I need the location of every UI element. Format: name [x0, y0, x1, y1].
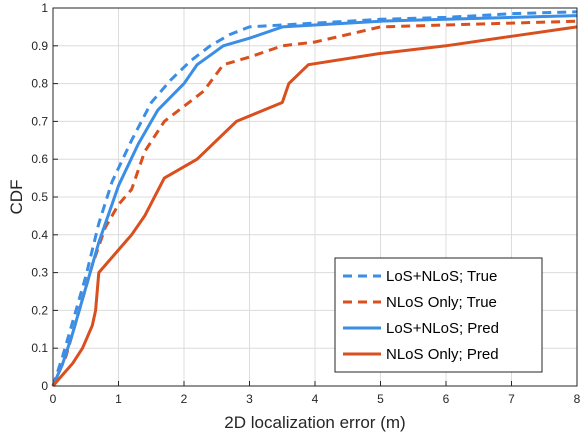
- x-tick-label: 4: [312, 392, 319, 406]
- y-tick-label: 0.5: [31, 190, 48, 204]
- series-line-0: [51, 10, 578, 387]
- legend-label-3: NLoS Only; Pred: [386, 346, 499, 363]
- y-tick-label: 0.1: [31, 341, 48, 355]
- x-tick-label: 3: [246, 392, 253, 406]
- x-tick-label: 0: [50, 392, 57, 406]
- y-tick-label: 0.4: [31, 228, 48, 242]
- axes-frame: [52, 7, 578, 387]
- legend-label-1: NLoS Only; True: [386, 294, 497, 311]
- legend-label-0: LoS+NLoS; True: [386, 268, 497, 285]
- x-tick-label: 2: [181, 392, 188, 406]
- series-lines: [51, 10, 578, 387]
- x-tick-label: 8: [574, 392, 581, 406]
- y-tick-label: 0.3: [31, 266, 48, 280]
- y-tick-label: 0.2: [31, 303, 48, 317]
- y-tick-label: 0.6: [31, 152, 48, 166]
- y-tick-label: 0.8: [31, 77, 48, 91]
- x-axis-label: 2D localization error (m): [224, 413, 405, 432]
- series-line-2: [51, 14, 578, 387]
- tick-labels: 0 1 2 3 4 5 6 7 8 0 0.1 0.2 0.3 0.4 0.5 0.6 0.7 0.8 0.9 1: [31, 1, 580, 406]
- series-line-1: [51, 19, 578, 387]
- series-line-3: [51, 25, 578, 387]
- y-axis-label: CDF: [7, 180, 26, 215]
- axes: [52, 7, 578, 387]
- x-tick-label: 5: [377, 392, 384, 406]
- y-tick-label: 1: [41, 1, 48, 15]
- legend: LoS+NLoS; True NLoS Only; True LoS+NLoS; P…: [334, 257, 543, 373]
- y-tick-label: 0.7: [31, 114, 48, 128]
- legend-label-2: LoS+NLoS; Pred: [386, 320, 499, 337]
- x-tick-label: 1: [115, 392, 122, 406]
- x-tick-label: 6: [443, 392, 450, 406]
- y-tick-label: 0: [41, 379, 48, 393]
- y-tick-label: 0.9: [31, 39, 48, 53]
- x-tick-label: 7: [508, 392, 515, 406]
